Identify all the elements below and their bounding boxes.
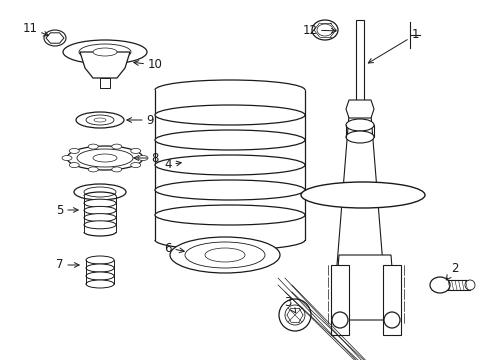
Ellipse shape: [86, 256, 114, 264]
Ellipse shape: [86, 280, 114, 288]
Text: 1: 1: [367, 28, 418, 63]
Ellipse shape: [155, 180, 305, 200]
Ellipse shape: [62, 156, 72, 161]
Ellipse shape: [429, 277, 449, 293]
Ellipse shape: [44, 30, 66, 46]
Ellipse shape: [204, 248, 244, 262]
Ellipse shape: [84, 213, 116, 222]
Ellipse shape: [184, 242, 264, 268]
Text: 3: 3: [284, 296, 295, 313]
Polygon shape: [346, 100, 373, 118]
Ellipse shape: [93, 48, 117, 56]
Text: 12: 12: [302, 23, 335, 36]
Text: 6: 6: [164, 242, 184, 255]
Ellipse shape: [279, 299, 310, 331]
Text: 8: 8: [134, 152, 159, 165]
Polygon shape: [382, 265, 400, 335]
Text: 7: 7: [56, 258, 79, 271]
Text: 11: 11: [22, 22, 48, 36]
Ellipse shape: [88, 144, 98, 149]
Ellipse shape: [464, 280, 474, 290]
Ellipse shape: [84, 187, 116, 197]
Ellipse shape: [285, 305, 305, 325]
Ellipse shape: [155, 205, 305, 225]
Ellipse shape: [112, 167, 122, 172]
Ellipse shape: [69, 163, 79, 167]
Text: 4: 4: [164, 158, 181, 171]
Ellipse shape: [155, 130, 305, 150]
Ellipse shape: [383, 312, 399, 328]
Ellipse shape: [49, 34, 61, 42]
Text: 10: 10: [134, 58, 162, 72]
Ellipse shape: [155, 105, 305, 125]
Ellipse shape: [301, 182, 424, 208]
Ellipse shape: [155, 155, 305, 175]
Polygon shape: [355, 20, 363, 105]
Ellipse shape: [69, 148, 79, 153]
Polygon shape: [334, 115, 384, 290]
Ellipse shape: [316, 24, 332, 36]
Ellipse shape: [63, 40, 147, 64]
Ellipse shape: [77, 149, 133, 167]
Ellipse shape: [86, 115, 114, 125]
Text: 5: 5: [56, 203, 78, 216]
Ellipse shape: [346, 119, 373, 131]
Polygon shape: [80, 52, 130, 78]
Ellipse shape: [84, 221, 116, 229]
Polygon shape: [333, 255, 395, 320]
Ellipse shape: [331, 312, 347, 328]
Polygon shape: [330, 265, 348, 335]
Ellipse shape: [86, 272, 114, 280]
Ellipse shape: [170, 237, 280, 273]
Ellipse shape: [67, 146, 142, 170]
Polygon shape: [46, 33, 64, 43]
Ellipse shape: [138, 156, 148, 161]
Ellipse shape: [130, 148, 141, 153]
Polygon shape: [439, 280, 469, 290]
Polygon shape: [100, 78, 110, 88]
Ellipse shape: [130, 163, 141, 167]
Ellipse shape: [84, 206, 116, 215]
Text: 9: 9: [126, 113, 153, 126]
Ellipse shape: [76, 112, 124, 128]
Ellipse shape: [112, 144, 122, 149]
Ellipse shape: [346, 131, 373, 143]
Ellipse shape: [86, 264, 114, 272]
Ellipse shape: [84, 199, 116, 207]
Ellipse shape: [88, 167, 98, 172]
Ellipse shape: [94, 118, 106, 122]
Ellipse shape: [93, 154, 117, 162]
Ellipse shape: [74, 184, 126, 200]
Ellipse shape: [311, 20, 337, 40]
Text: 2: 2: [446, 261, 458, 280]
Ellipse shape: [79, 44, 131, 60]
